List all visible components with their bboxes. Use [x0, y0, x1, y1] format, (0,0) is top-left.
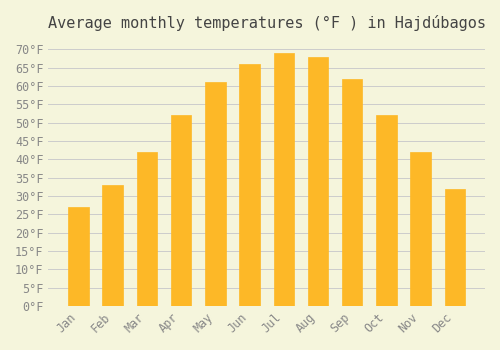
Bar	[240, 64, 260, 306]
Bar	[410, 152, 431, 306]
Bar	[171, 115, 192, 306]
Bar	[205, 82, 226, 306]
Bar	[342, 78, 362, 306]
Bar	[274, 53, 294, 306]
Bar	[376, 115, 396, 306]
Title: Average monthly temperatures (°F ) in Hajdúbagos: Average monthly temperatures (°F ) in Ha…	[48, 15, 486, 31]
Bar	[136, 152, 157, 306]
Bar	[308, 57, 328, 306]
Bar	[444, 189, 465, 306]
Bar	[68, 207, 88, 306]
Bar	[102, 185, 123, 306]
